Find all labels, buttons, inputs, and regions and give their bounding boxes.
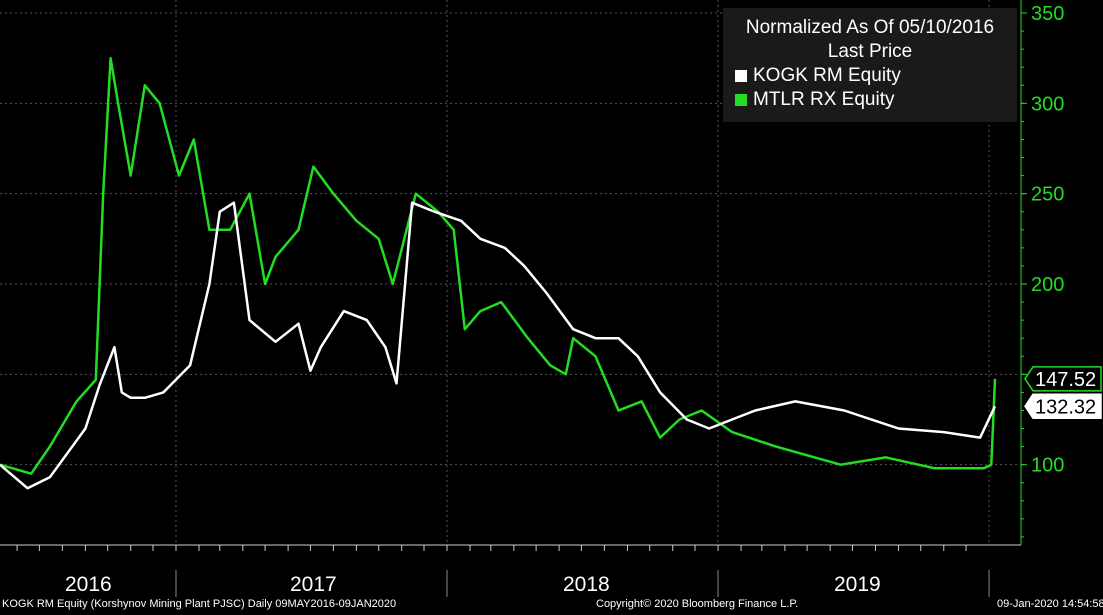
year-label-2018: 2018 xyxy=(563,573,610,596)
y-tick-label: 100 xyxy=(1031,455,1064,477)
last-value-label: 132.32 xyxy=(1035,396,1096,418)
year-label-2017: 2017 xyxy=(290,573,337,596)
series-line-mtlr xyxy=(0,56,997,475)
last-value-box xyxy=(1024,393,1102,420)
footer-security: KOGK RM Equity (Korshynov Mining Plant P… xyxy=(2,598,397,610)
last-value-label: 147.52 xyxy=(1035,369,1096,391)
last-value-box xyxy=(1024,366,1102,392)
legend-swatch-mtlr xyxy=(735,94,747,106)
legend-label-mtlr: MTLR RX Equity xyxy=(753,89,895,110)
legend: Normalized As Of 05/10/2016 Last Price K… xyxy=(723,8,1017,122)
y-tick-label: 350 xyxy=(1031,3,1064,25)
series-line-kogk xyxy=(0,201,997,490)
legend-item-mtlr: MTLR RX Equity xyxy=(735,88,1017,112)
series-lines xyxy=(0,56,997,490)
legend-label-kogk: KOGK RM Equity xyxy=(753,65,901,86)
legend-title: Normalized As Of 05/10/2016 xyxy=(745,17,995,38)
legend-item-kogk: KOGK RM Equity xyxy=(735,64,1017,88)
last-value-labels: 147.52 132.32 xyxy=(1024,366,1102,420)
y-axis: 100 200 250 300 350 xyxy=(1020,0,1064,545)
y-tick-label: 300 xyxy=(1031,93,1064,115)
year-label-2016: 2016 xyxy=(65,573,112,596)
y-tick-label: 250 xyxy=(1031,184,1064,206)
year-label-2019: 2019 xyxy=(834,573,881,596)
footer-timestamp: 09-Jan-2020 14:54:58 xyxy=(997,598,1103,610)
legend-swatch-kogk xyxy=(735,70,747,82)
legend-subtitle: Last Price xyxy=(827,41,913,62)
footer-copyright: Copyright© 2020 Bloomberg Finance L.P. xyxy=(596,598,799,610)
x-axis xyxy=(0,544,1021,597)
y-tick-label: 200 xyxy=(1031,274,1064,296)
